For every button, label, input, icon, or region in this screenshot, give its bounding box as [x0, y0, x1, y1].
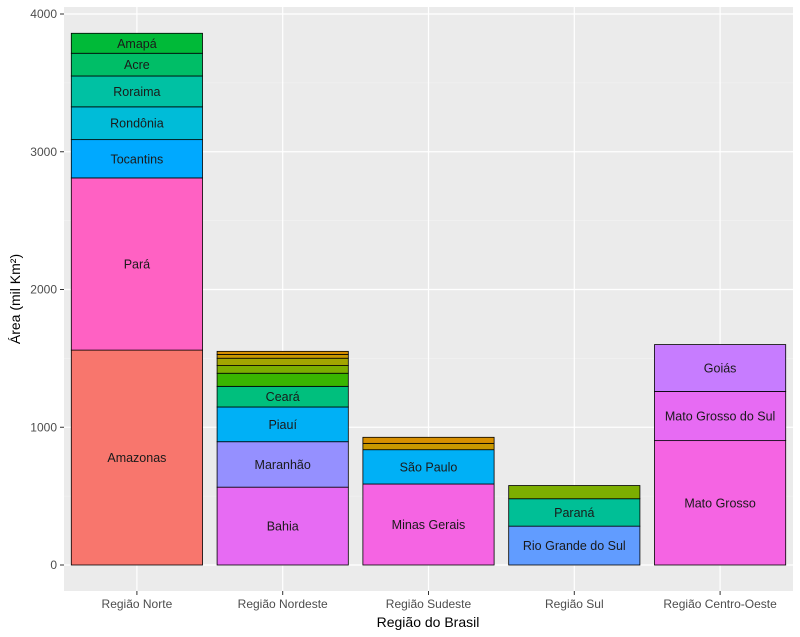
- x-axis-title: Região do Brasil: [377, 614, 480, 630]
- segment-label: Minas Gerais: [392, 518, 466, 532]
- x-tick-label: Região Nordeste: [238, 597, 328, 611]
- x-tick-label: Região Centro-Oeste: [663, 597, 777, 611]
- y-tick-label: 0: [50, 558, 57, 572]
- segment-label: Bahia: [267, 520, 299, 534]
- bars: [70, 32, 787, 566]
- segment-label: Amapá: [117, 37, 157, 51]
- bar-segment: [508, 498, 641, 527]
- bar-segment: [362, 483, 495, 566]
- bar-segment: [70, 177, 203, 351]
- bar-segment: [70, 139, 203, 179]
- bar-segment: [654, 391, 787, 442]
- segment-label: Pará: [124, 258, 150, 272]
- x-tick-label: Região Norte: [102, 597, 173, 611]
- y-tick-label: 1000: [30, 420, 57, 434]
- bar-segment: [216, 350, 349, 355]
- bar-segment: [70, 32, 203, 54]
- segment-label: Mato Grosso: [684, 496, 756, 510]
- y-tick-label: 3000: [30, 145, 57, 159]
- bar-segment: [216, 486, 349, 566]
- bar-segment: [216, 406, 349, 443]
- bar-segment: [508, 525, 641, 566]
- bar-segment: [216, 357, 349, 366]
- y-tick-label: 4000: [30, 7, 57, 21]
- segment-label: São Paulo: [400, 460, 458, 474]
- bar-segment: [362, 449, 495, 485]
- segment-label: Paraná: [554, 506, 594, 520]
- segment-label: Rondônia: [110, 117, 164, 131]
- segment-label: Maranhão: [255, 458, 311, 472]
- bar-segment: [216, 372, 349, 387]
- bar-segment: [508, 485, 641, 500]
- segment-label: Amazonas: [107, 451, 166, 465]
- y-axis: 0 1000 2000 3000 4000: [30, 7, 64, 572]
- y-axis-title: Área (mil Km²): [7, 254, 23, 344]
- x-axis: Região Norte Região Nordeste Região Sudest…: [102, 591, 777, 611]
- bar-segment: [654, 344, 787, 392]
- segment-label: Piauí: [268, 418, 297, 432]
- segment-label: Ceará: [266, 390, 300, 404]
- bar-segment: [216, 353, 349, 359]
- bar-segment: [216, 441, 349, 488]
- bar-segment: [70, 106, 203, 141]
- segment-label: Rio Grande do Sul: [523, 539, 626, 553]
- segment-label: Acre: [124, 58, 150, 72]
- segment-label: Roraima: [113, 85, 160, 99]
- bar-segment: [362, 436, 495, 444]
- bar-segment: [70, 349, 203, 566]
- x-tick-label: Região Sudeste: [386, 597, 472, 611]
- segment-label: Goiás: [704, 362, 737, 376]
- bar-segment: [216, 365, 349, 374]
- bar-segment: [70, 75, 203, 108]
- x-tick-label: Região Sul: [545, 597, 604, 611]
- bar-segment: [654, 440, 787, 566]
- y-tick-label: 2000: [30, 283, 57, 297]
- segment-label: Tocantins: [110, 152, 163, 166]
- bar-segment: [362, 442, 495, 451]
- segment-labels: Amazonas Pará Tocantins Rondônia Roraima Acre…: [107, 37, 775, 553]
- segment-label: Mato Grosso do Sul: [665, 410, 775, 424]
